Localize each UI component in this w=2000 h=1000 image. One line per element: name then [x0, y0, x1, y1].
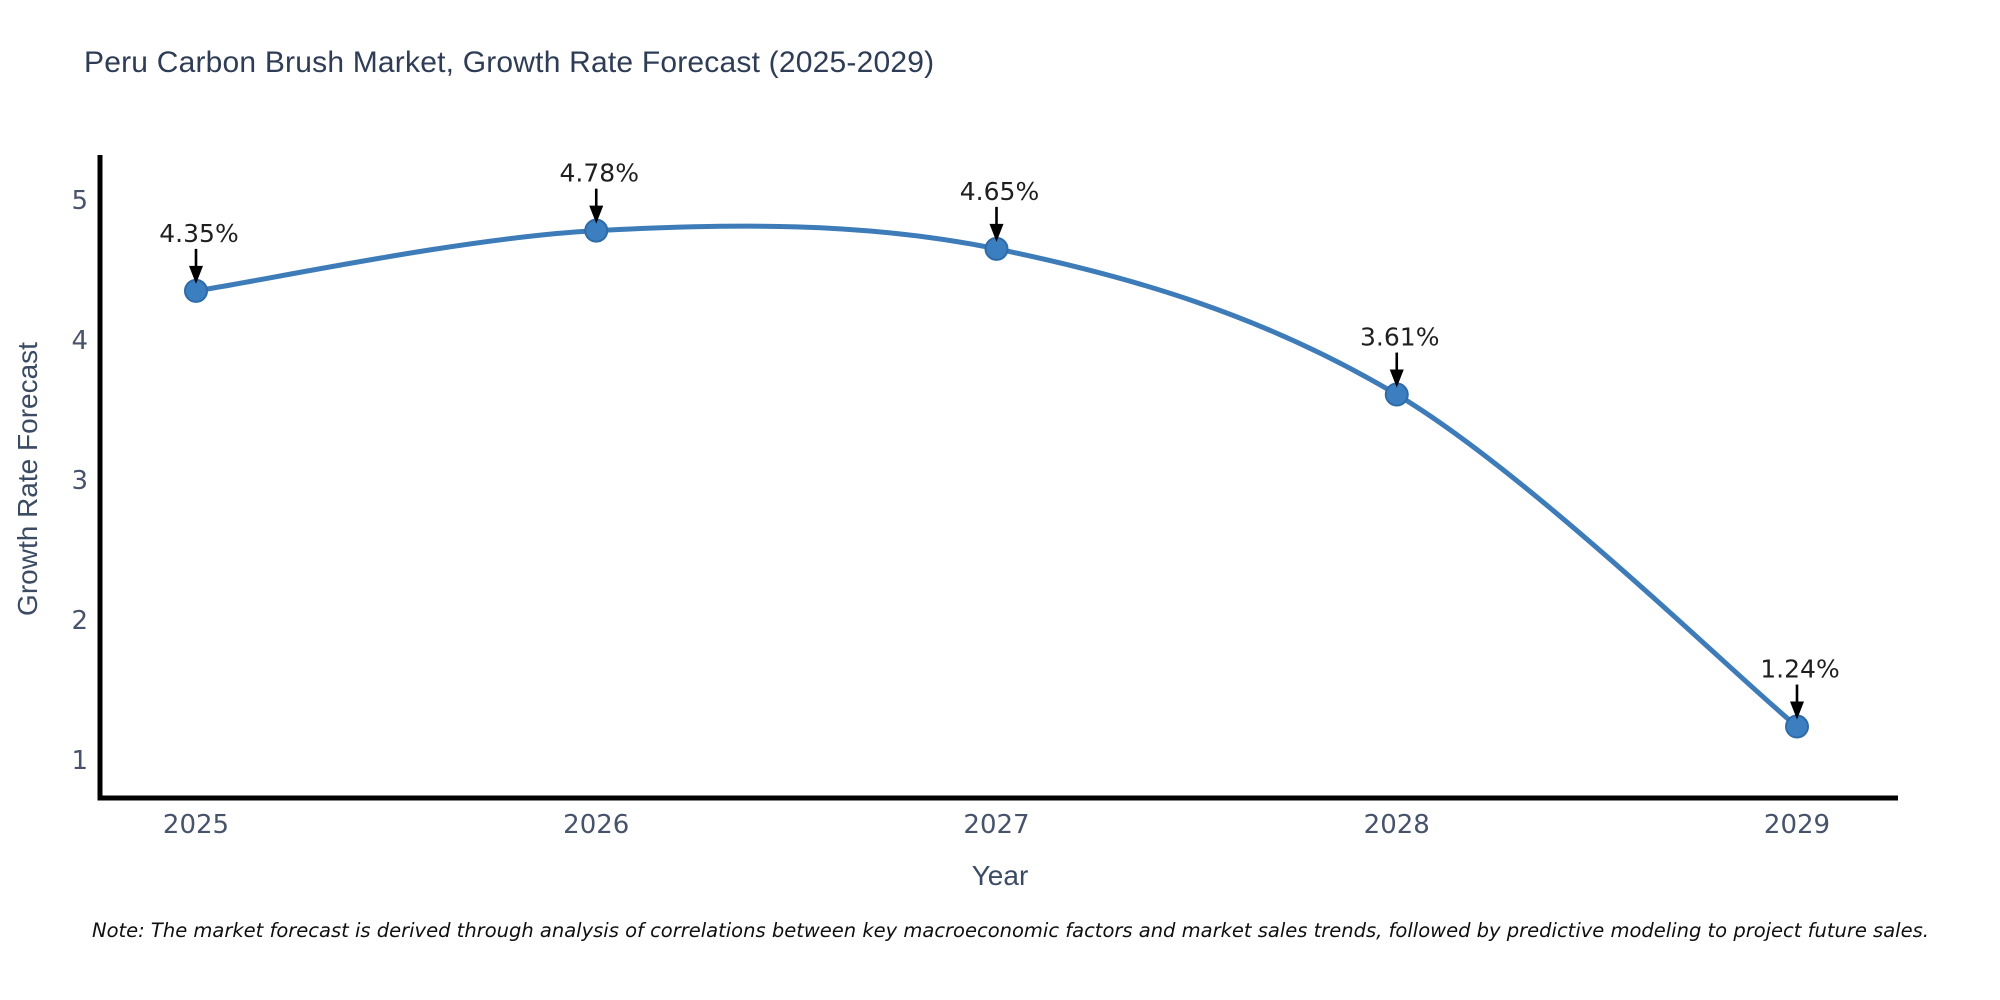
forecast-line: [193, 223, 1800, 730]
annotation-arrowhead-2028: [1389, 369, 1404, 388]
point-label-2026: 4.78%: [560, 159, 639, 188]
y-tick-label-1: 1: [71, 746, 88, 776]
point-label-2028: 3.61%: [1360, 323, 1439, 352]
x-tick-label-2027: 2027: [963, 810, 1029, 840]
x-tick-label-2028: 2028: [1364, 810, 1430, 840]
y-tick-label-3: 3: [71, 466, 88, 496]
y-tick-label-2: 2: [71, 606, 88, 636]
y-tick-label-4: 4: [71, 326, 88, 356]
footnote: Note: The market forecast is derived thr…: [92, 919, 1929, 942]
x-axis-title: Year: [971, 860, 1029, 891]
annotation-arrowhead-2025: [189, 265, 203, 284]
x-tick-label-2025: 2025: [163, 810, 229, 840]
point-label-2025: 4.35%: [159, 219, 238, 248]
point-label-2027: 4.65%: [960, 177, 1039, 206]
x-tick-label-2029: 2029: [1764, 810, 1830, 840]
y-tick-label-5: 5: [71, 186, 88, 216]
x-tick-label-2026: 2026: [563, 810, 629, 840]
chart-title: Peru Carbon Brush Market, Growth Rate Fo…: [84, 46, 935, 79]
annotation-arrowhead-2027: [989, 223, 1004, 242]
annotation-arrowhead-2029: [1790, 701, 1804, 720]
annotation-arrowhead-2026: [589, 205, 604, 224]
point-label-2029: 1.24%: [1760, 655, 1839, 684]
